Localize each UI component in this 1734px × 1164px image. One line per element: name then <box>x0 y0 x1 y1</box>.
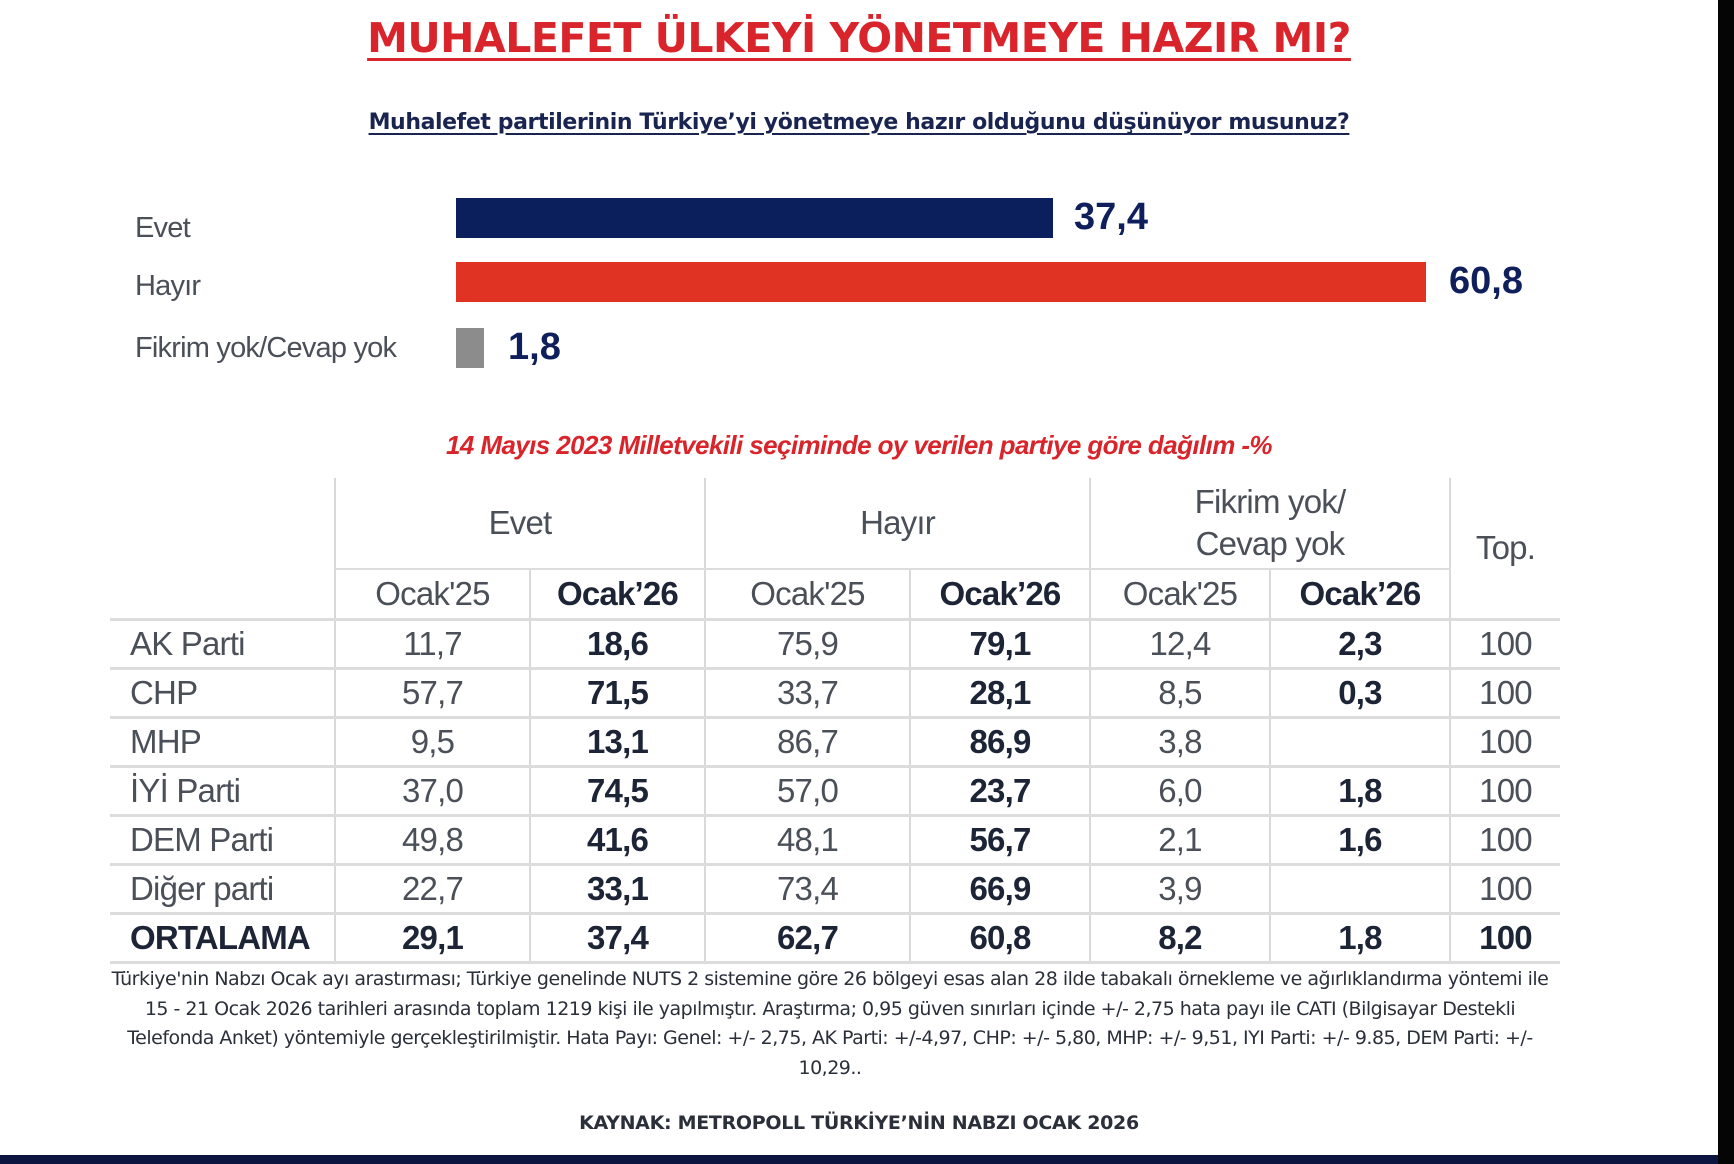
bar-label-hayir: Hayır <box>135 270 201 302</box>
distribution-table: Evet Hayır Fikrim yok/Cevap yok Top. Oca… <box>110 478 1560 964</box>
cell-hayir-26: 23,7 <box>909 766 1090 817</box>
table-period-header-row: Ocak'25 Ocak’26 Ocak'25 Ocak’26 Ocak'25 … <box>110 569 1560 621</box>
row-party: Diğer parti <box>110 864 335 915</box>
main-title: MUHALEFET ÜLKEYİ YÖNETMEYE HAZIR MI? <box>0 14 1718 62</box>
table-row: AK Parti 11,7 18,6 75,9 79,1 12,4 2,3 10… <box>110 619 1560 670</box>
cell-hayir-26: 28,1 <box>909 668 1090 719</box>
cell-evet-25: 49,8 <box>334 815 530 866</box>
cell-evet-26: 13,1 <box>529 717 705 768</box>
right-edge-bar <box>1718 0 1734 1164</box>
row-party: İYİ Parti <box>110 766 335 817</box>
cell-evet-25: 57,7 <box>334 668 530 719</box>
group-header-fikrim-yok: Fikrim yok/Cevap yok <box>1089 478 1450 570</box>
cell-evet-26: 41,6 <box>529 815 705 866</box>
period-evet-26: Ocak’26 <box>529 569 705 621</box>
cell-fy-25: 3,8 <box>1089 717 1270 768</box>
row-party: DEM Parti <box>110 815 335 866</box>
empty-corner <box>110 478 335 569</box>
cell-fy-25: 8,2 <box>1089 913 1270 964</box>
methodology-footnote: Türkiye'nin Nabzı Ocak ayı arastırması; … <box>111 968 1549 1079</box>
cell-evet-26: 37,4 <box>529 913 705 964</box>
table-row: İYİ Parti 37,0 74,5 57,0 23,7 6,0 1,8 10… <box>110 766 1560 817</box>
cell-top: 100 <box>1449 864 1560 915</box>
cell-hayir-26: 56,7 <box>909 815 1090 866</box>
cell-fy-26 <box>1269 717 1450 768</box>
period-fy-25: Ocak'25 <box>1089 569 1270 621</box>
cell-hayir-26: 60,8 <box>909 913 1090 964</box>
table-row: Diğer parti 22,7 33,1 73,4 66,9 3,9 100 <box>110 864 1560 915</box>
cell-top: 100 <box>1449 815 1560 866</box>
bar-fikrim-yok <box>456 328 484 368</box>
cell-fy-25: 2,1 <box>1089 815 1270 866</box>
cell-evet-26: 74,5 <box>529 766 705 817</box>
group-header-fikrim-yok-line1: Fikrim yok/ <box>1194 483 1347 520</box>
cell-fy-25: 8,5 <box>1089 668 1270 719</box>
cell-fy-26: 1,8 <box>1269 766 1450 817</box>
group-header-fikrim-yok-line2: Cevap yok <box>1195 525 1346 562</box>
cell-fy-25: 3,9 <box>1089 864 1270 915</box>
cell-hayir-26: 86,9 <box>909 717 1090 768</box>
cell-hayir-26: 66,9 <box>909 864 1090 915</box>
cell-top: 100 <box>1449 913 1560 964</box>
cell-hayir-25: 33,7 <box>704 668 910 719</box>
cell-evet-25: 29,1 <box>334 913 530 964</box>
table-row-average: ORTALAMA 29,1 37,4 62,7 60,8 8,2 1,8 100 <box>110 913 1560 964</box>
period-fy-26: Ocak’26 <box>1269 569 1450 621</box>
survey-question-text: Muhalefet partilerinin Türkiye’yi yönetm… <box>368 110 1350 135</box>
table-row: DEM Parti 49,8 41,6 48,1 56,7 2,1 1,6 10… <box>110 815 1560 866</box>
main-title-text: MUHALEFET ÜLKEYİ YÖNETMEYE HAZIR MI? <box>367 14 1351 62</box>
row-party: CHP <box>110 668 335 719</box>
cell-evet-26: 18,6 <box>529 619 705 670</box>
bar-hayir <box>456 262 1426 302</box>
cell-evet-25: 9,5 <box>334 717 530 768</box>
cell-hayir-25: 73,4 <box>704 864 910 915</box>
cell-evet-25: 37,0 <box>334 766 530 817</box>
row-party: AK Parti <box>110 619 335 670</box>
cell-hayir-25: 57,0 <box>704 766 910 817</box>
bar-value-fikrim-yok: 1,8 <box>508 326 561 368</box>
cell-evet-25: 11,7 <box>334 619 530 670</box>
cell-evet-26: 71,5 <box>529 668 705 719</box>
cell-hayir-25: 75,9 <box>704 619 910 670</box>
group-header-evet: Evet <box>334 478 705 570</box>
cell-top: 100 <box>1449 619 1560 670</box>
cell-fy-26: 1,6 <box>1269 815 1450 866</box>
bar-value-evet: 37,4 <box>1074 196 1148 238</box>
period-evet-25: Ocak'25 <box>334 569 530 621</box>
survey-question: Muhalefet partilerinin Türkiye’yi yönetm… <box>0 110 1718 135</box>
cell-fy-26 <box>1269 864 1450 915</box>
row-party: MHP <box>110 717 335 768</box>
cell-fy-25: 12,4 <box>1089 619 1270 670</box>
bar-value-hayir: 60,8 <box>1449 260 1523 302</box>
bar-label-evet: Evet <box>135 212 191 244</box>
table-subtitle: 14 Mayıs 2023 Milletvekili seçiminde oy … <box>446 430 1272 460</box>
cell-hayir-25: 48,1 <box>704 815 910 866</box>
cell-fy-26: 1,8 <box>1269 913 1450 964</box>
source-note: KAYNAK: METROPOLL TÜRKİYE’NİN NABZI OCAK… <box>579 1112 1139 1134</box>
group-header-top: Top. <box>1449 478 1560 621</box>
cell-fy-26: 2,3 <box>1269 619 1450 670</box>
cell-evet-25: 22,7 <box>334 864 530 915</box>
table-group-header-row: Evet Hayır Fikrim yok/Cevap yok Top. <box>110 478 1560 621</box>
table-row: MHP 9,5 13,1 86,7 86,9 3,8 100 <box>110 717 1560 768</box>
empty-corner-2 <box>110 569 335 621</box>
group-header-hayir: Hayır <box>704 478 1090 570</box>
bar-label-fikrim-yok: Fikrim yok/Cevap yok <box>135 332 397 364</box>
cell-hayir-26: 79,1 <box>909 619 1090 670</box>
cell-fy-26: 0,3 <box>1269 668 1450 719</box>
cell-top: 100 <box>1449 766 1560 817</box>
row-party: ORTALAMA <box>110 913 335 964</box>
cell-top: 100 <box>1449 717 1560 768</box>
table-row: CHP 57,7 71,5 33,7 28,1 8,5 0,3 100 <box>110 668 1560 719</box>
bottom-border-bar <box>0 1155 1718 1164</box>
cell-hayir-25: 86,7 <box>704 717 910 768</box>
cell-fy-25: 6,0 <box>1089 766 1270 817</box>
cell-hayir-25: 62,7 <box>704 913 910 964</box>
period-hayir-25: Ocak'25 <box>704 569 910 621</box>
period-hayir-26: Ocak’26 <box>909 569 1090 621</box>
cell-top: 100 <box>1449 668 1560 719</box>
cell-evet-26: 33,1 <box>529 864 705 915</box>
bar-evet <box>456 198 1053 238</box>
